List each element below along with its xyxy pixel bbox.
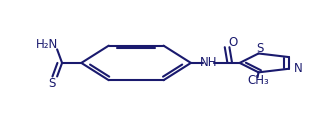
Text: NH: NH [200,56,217,69]
Text: O: O [229,36,238,49]
Text: N: N [294,62,303,75]
Text: CH₃: CH₃ [247,74,269,87]
Text: S: S [48,77,55,90]
Text: H₂N: H₂N [36,38,59,51]
Text: S: S [257,42,264,55]
